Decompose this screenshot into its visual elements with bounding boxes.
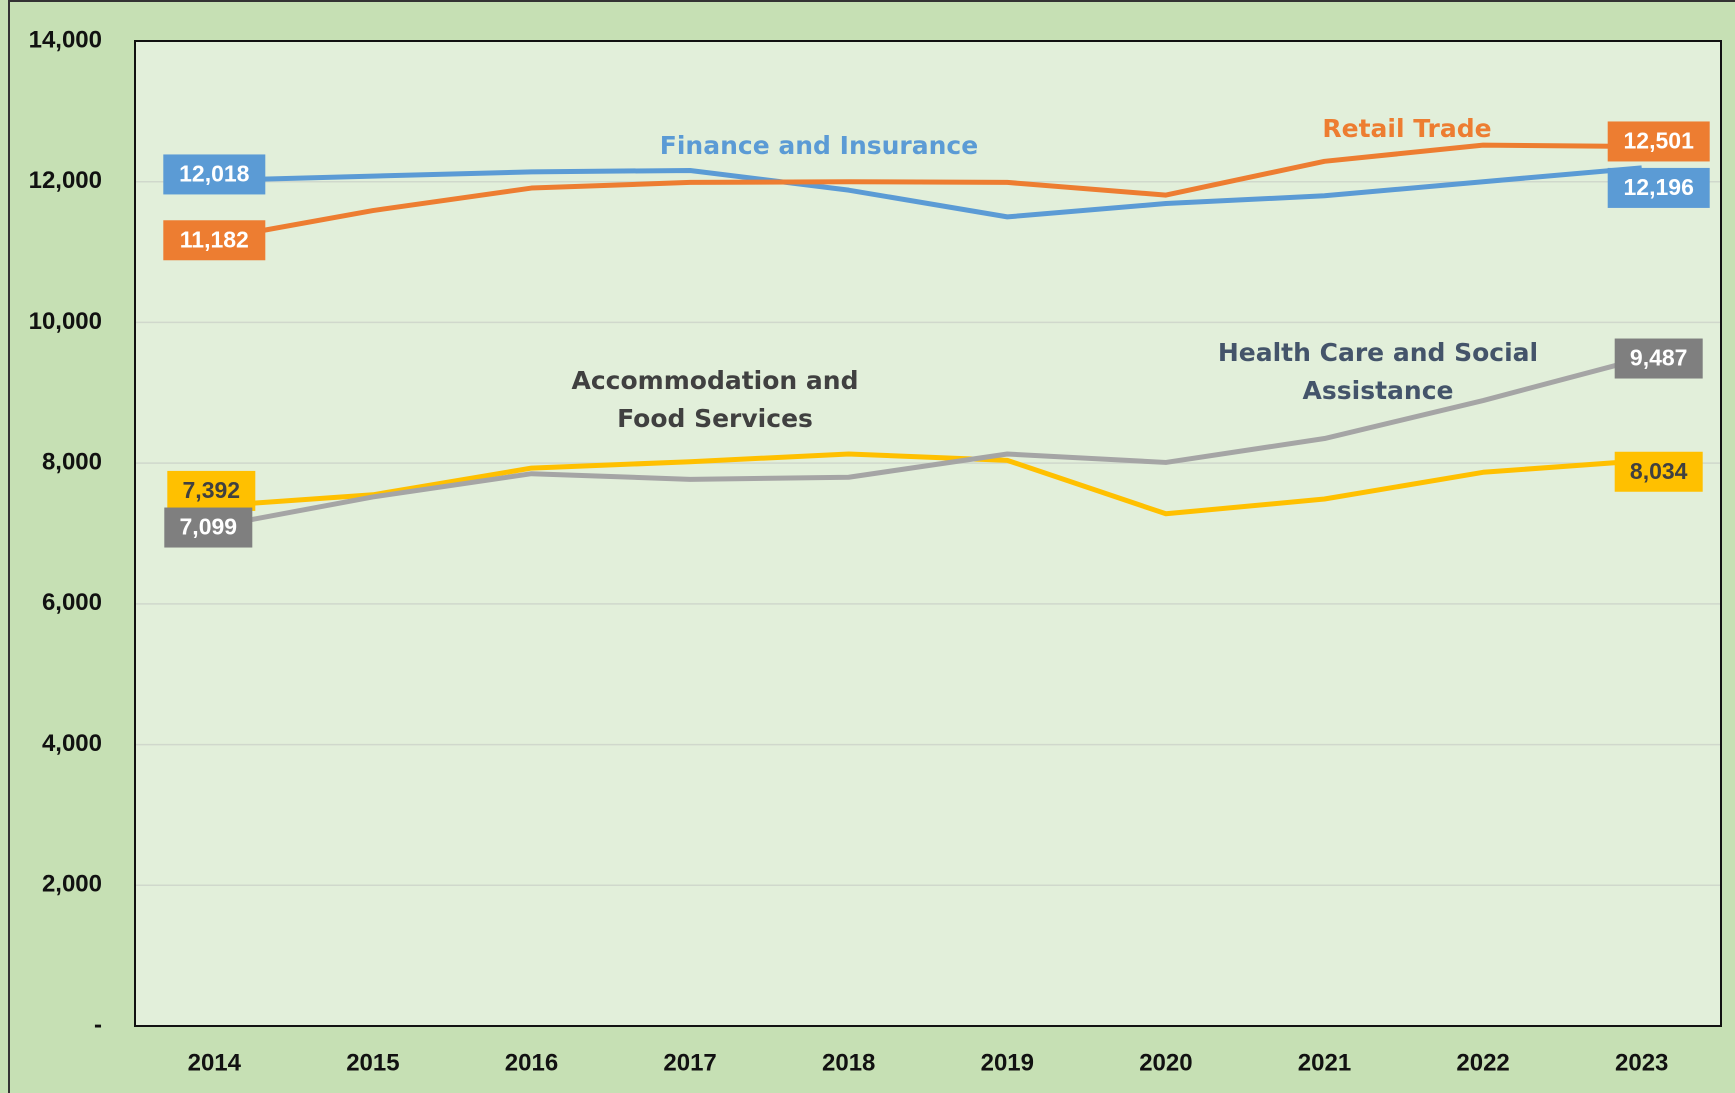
y-tick-label: 10,000 bbox=[29, 308, 102, 335]
series-name: Finance and Insurance bbox=[659, 131, 979, 160]
data-label-box bbox=[1607, 167, 1710, 208]
data-label-box bbox=[1614, 451, 1703, 492]
x-tick-label: 2017 bbox=[663, 1049, 716, 1076]
x-tick-label: 2018 bbox=[822, 1049, 875, 1076]
x-tick-label: 2015 bbox=[346, 1049, 399, 1076]
plot-border bbox=[134, 40, 1722, 1027]
data-label-box bbox=[163, 154, 266, 195]
data-label-box bbox=[163, 220, 266, 261]
x-tick-label: 2021 bbox=[1298, 1049, 1351, 1076]
series-name: Accommodation and Food Services bbox=[571, 366, 859, 433]
x-tick-label: 2023 bbox=[1615, 1049, 1668, 1076]
x-tick-label: 2014 bbox=[188, 1049, 242, 1076]
data-label: 12,018 bbox=[179, 161, 250, 187]
series-line bbox=[214, 451, 1642, 517]
data-label-box bbox=[164, 507, 253, 548]
x-tick-label: 2019 bbox=[981, 1049, 1034, 1076]
x-tick-label: 2022 bbox=[1456, 1049, 1509, 1076]
data-label-box bbox=[167, 470, 256, 511]
series-name-wrap: Finance and Insurance bbox=[659, 131, 979, 160]
outer-border bbox=[8, 0, 1735, 1093]
series-name: Health Care and Social Assistance bbox=[1217, 338, 1539, 405]
y-tick-label: 8,000 bbox=[42, 448, 102, 475]
data-label: 7,099 bbox=[180, 514, 238, 540]
data-label: 9,487 bbox=[1630, 345, 1688, 371]
series-line bbox=[213, 356, 1643, 529]
series-name-wrap: Accommodation and Food Services bbox=[571, 366, 859, 433]
data-label: 12,501 bbox=[1624, 128, 1695, 154]
series-line bbox=[213, 142, 1642, 242]
data-label: 11,182 bbox=[180, 226, 249, 252]
data-label-box bbox=[1607, 121, 1710, 162]
x-tick-label: 2020 bbox=[1139, 1049, 1192, 1076]
y-tick-label: 2,000 bbox=[42, 871, 102, 898]
y-tick-label: - bbox=[94, 1011, 102, 1038]
data-label: 7,392 bbox=[183, 477, 241, 503]
x-tick-label: 2016 bbox=[505, 1049, 558, 1076]
y-tick-label: 6,000 bbox=[42, 589, 102, 616]
series-line bbox=[214, 165, 1642, 220]
y-tick-label: 14,000 bbox=[29, 26, 102, 53]
data-label: 12,196 bbox=[1624, 174, 1694, 200]
series-name-wrap: Health Care and Social Assistance bbox=[1217, 338, 1539, 405]
y-tick-label: 12,000 bbox=[29, 167, 102, 194]
y-tick-label: 4,000 bbox=[42, 730, 102, 757]
series-name-wrap: Retail Trade bbox=[1322, 114, 1492, 143]
series-name: Retail Trade bbox=[1322, 114, 1492, 143]
data-label: 8,034 bbox=[1630, 458, 1688, 484]
data-label-box bbox=[1614, 338, 1703, 379]
